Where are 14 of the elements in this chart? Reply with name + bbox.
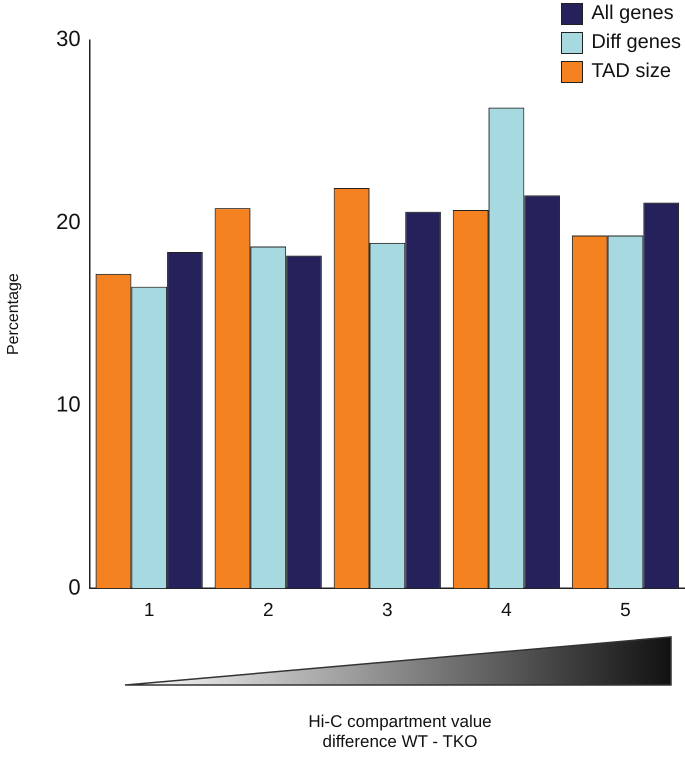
y-tick-label: 0 — [68, 574, 81, 600]
y-axis-title: Percentage — [5, 273, 22, 356]
y-tick-label: 30 — [56, 26, 81, 52]
legend-label: All genes — [591, 2, 674, 25]
text: Hi-C compartment value difference WT - TKO — [307, 712, 493, 752]
y-tick-label: 20 — [56, 208, 81, 234]
x-tick-label: 5 — [620, 600, 631, 621]
x-tick-label: 2 — [262, 600, 274, 621]
x-tick-label: 1 — [144, 600, 154, 621]
legend-label: Diff genes — [591, 31, 681, 54]
legend-label: TAD size — [591, 60, 671, 83]
x-tick-label: 4 — [501, 600, 512, 621]
x-tick-label: 3 — [382, 600, 393, 621]
y-tick-label: 10 — [56, 392, 81, 417]
